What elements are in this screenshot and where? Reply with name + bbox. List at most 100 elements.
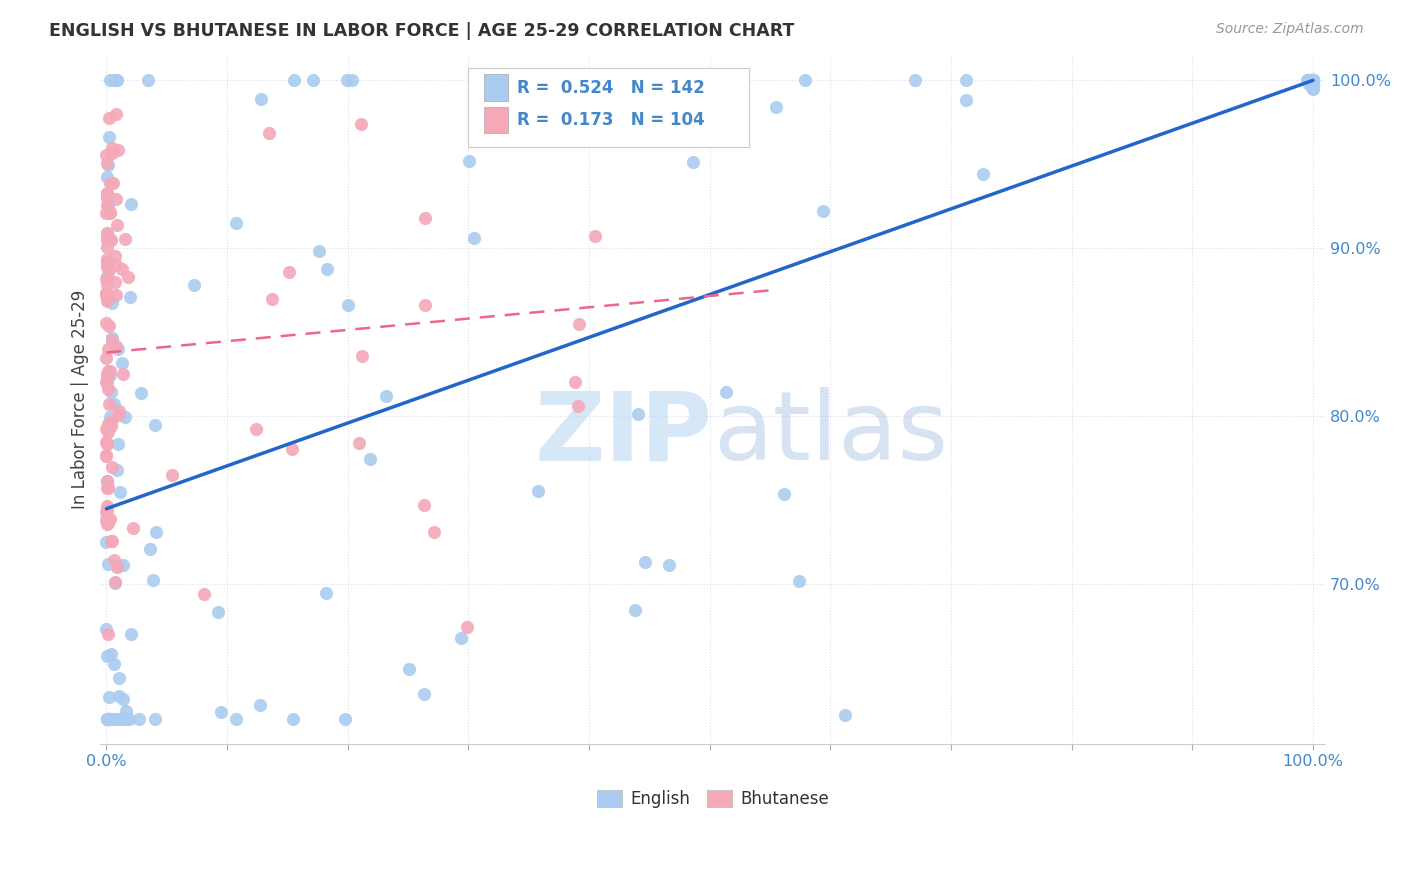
- Point: [100, 331, 122, 345]
- Point: [96, 422, 118, 436]
- Point: [904, 73, 927, 87]
- Point: [101, 712, 124, 726]
- Point: [249, 698, 271, 712]
- Point: [789, 574, 811, 588]
- Point: [114, 705, 136, 719]
- Point: [347, 436, 370, 450]
- Point: [118, 712, 141, 726]
- Point: [96, 156, 118, 170]
- Point: [107, 671, 129, 685]
- Point: [100, 418, 122, 433]
- Point: [96, 198, 118, 212]
- Point: [96, 535, 118, 549]
- Point: [100, 141, 122, 155]
- Point: [103, 397, 125, 411]
- Point: [101, 534, 124, 549]
- Point: [96, 369, 118, 384]
- Point: [811, 204, 834, 219]
- Point: [96, 227, 118, 241]
- Point: [398, 662, 420, 676]
- Point: [98, 368, 121, 382]
- Point: [96, 233, 118, 247]
- Point: [456, 620, 478, 634]
- Point: [100, 415, 122, 429]
- Point: [463, 231, 485, 245]
- Point: [98, 512, 121, 526]
- Point: [96, 254, 118, 268]
- Point: [1302, 73, 1324, 87]
- Point: [96, 287, 118, 301]
- Point: [209, 705, 232, 719]
- Point: [359, 452, 381, 467]
- Point: [112, 558, 135, 573]
- Point: [107, 143, 129, 157]
- Point: [104, 107, 127, 121]
- Point: [96, 252, 118, 267]
- Point: [97, 382, 120, 396]
- Point: [96, 712, 118, 726]
- Point: [98, 176, 121, 190]
- Point: [1299, 73, 1322, 87]
- Point: [97, 417, 120, 432]
- Point: [96, 499, 118, 513]
- Point: [765, 100, 787, 114]
- Point: [225, 216, 247, 230]
- Point: [283, 73, 305, 87]
- Point: [96, 169, 118, 184]
- Point: [115, 712, 138, 726]
- Point: [96, 474, 118, 488]
- Point: [96, 648, 118, 663]
- Point: [142, 573, 165, 587]
- Point: [96, 437, 118, 451]
- Point: [485, 73, 508, 87]
- Point: [120, 626, 142, 640]
- Point: [333, 712, 356, 726]
- Point: [567, 399, 589, 413]
- Point: [1302, 78, 1324, 93]
- Point: [96, 712, 118, 726]
- Point: [1302, 73, 1324, 87]
- Point: [955, 73, 977, 87]
- Point: [136, 73, 159, 87]
- Point: [97, 516, 120, 530]
- Point: [100, 647, 122, 661]
- Point: [98, 410, 121, 425]
- Point: [96, 481, 118, 495]
- Point: [1298, 73, 1320, 87]
- Point: [97, 712, 120, 726]
- Point: [1299, 73, 1322, 87]
- Point: [96, 448, 118, 462]
- Point: [114, 232, 136, 246]
- Point: [98, 232, 121, 246]
- Point: [98, 318, 121, 333]
- Text: ENGLISH VS BHUTANESE IN LABOR FORCE | AGE 25-29 CORRELATION CHART: ENGLISH VS BHUTANESE IN LABOR FORCE | AG…: [49, 22, 794, 40]
- Point: [281, 712, 304, 726]
- Point: [316, 262, 339, 277]
- Point: [412, 498, 434, 512]
- Point: [1302, 73, 1324, 87]
- Point: [101, 176, 124, 190]
- Point: [145, 524, 167, 539]
- Point: [1302, 75, 1324, 89]
- Point: [568, 317, 591, 331]
- Point: [110, 712, 132, 726]
- Point: [96, 622, 118, 636]
- Point: [98, 111, 121, 125]
- Point: [117, 269, 139, 284]
- Point: [112, 691, 135, 706]
- Point: [96, 342, 118, 356]
- Point: [128, 712, 150, 726]
- Point: [681, 73, 703, 87]
- Point: [96, 286, 118, 301]
- Point: [103, 553, 125, 567]
- Point: [97, 690, 120, 704]
- Point: [96, 517, 118, 532]
- Y-axis label: In Labor Force | Age 25-29: In Labor Force | Age 25-29: [72, 290, 89, 509]
- Point: [108, 404, 131, 418]
- Point: [278, 265, 301, 279]
- Point: [114, 409, 136, 424]
- Point: [96, 268, 118, 283]
- Point: [110, 262, 132, 277]
- Point: [627, 407, 650, 421]
- Point: [413, 687, 436, 701]
